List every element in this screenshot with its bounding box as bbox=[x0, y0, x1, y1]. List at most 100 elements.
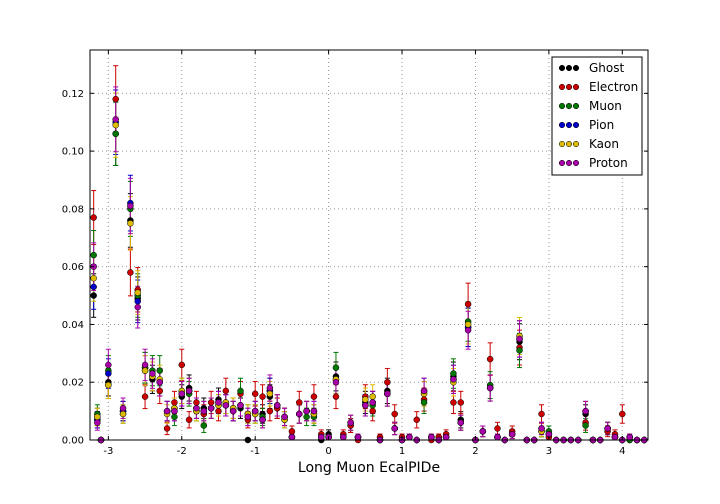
x-tick-label: 1 bbox=[399, 446, 405, 457]
x-axis-ticks: -3 -2 -1 0 1 2 3 4 bbox=[103, 50, 625, 457]
data-point-proton bbox=[237, 402, 244, 409]
data-point-muon bbox=[112, 130, 119, 138]
data-point-proton bbox=[244, 413, 252, 421]
legend-marker bbox=[565, 140, 573, 148]
data-point-kaon bbox=[119, 410, 127, 418]
data-point-electron bbox=[178, 361, 186, 369]
legend-marker bbox=[572, 64, 580, 72]
data-point-proton bbox=[516, 335, 523, 343]
y-tick-label: 0.04 bbox=[62, 320, 84, 331]
data-point-proton bbox=[163, 407, 171, 415]
y-tick-label: 0.10 bbox=[62, 147, 84, 158]
data-point-proton bbox=[391, 425, 398, 432]
data-point-proton bbox=[303, 407, 310, 415]
y-tick-label: 0.06 bbox=[62, 262, 84, 273]
data-point-proton bbox=[362, 402, 369, 409]
x-tick-label: 2 bbox=[472, 446, 478, 457]
data-point-muon bbox=[156, 367, 163, 374]
legend-marker bbox=[565, 64, 573, 72]
data-point-proton bbox=[185, 387, 193, 395]
x-tick-label: 4 bbox=[619, 446, 625, 457]
legend-label: Pion bbox=[589, 118, 614, 132]
data-point-proton bbox=[442, 433, 450, 441]
data-point-electron bbox=[619, 410, 626, 418]
legend-marker bbox=[558, 83, 566, 91]
legend: Ghost Electron Muon Pion Kaon Proton bbox=[551, 56, 643, 176]
data-point-muon bbox=[450, 370, 457, 377]
legend-marker bbox=[565, 159, 573, 167]
legend-marker bbox=[565, 102, 573, 110]
plot-frame bbox=[89, 49, 649, 441]
data-point-electron bbox=[112, 95, 119, 103]
data-point-proton bbox=[384, 390, 391, 398]
data-point-proton bbox=[156, 378, 163, 386]
data-point-pion bbox=[105, 370, 112, 377]
data-point-proton bbox=[486, 384, 494, 392]
x-tick-label: -3 bbox=[103, 446, 113, 457]
data-point-proton bbox=[464, 326, 472, 334]
data-point-proton bbox=[369, 399, 376, 406]
y-tick-label: 0.12 bbox=[62, 89, 84, 100]
data-point-proton bbox=[318, 433, 325, 441]
data-point-proton bbox=[273, 402, 281, 409]
data-point-electron bbox=[207, 399, 215, 406]
data-point-muon bbox=[171, 413, 178, 421]
data-point-proton bbox=[94, 419, 101, 426]
data-point-electron bbox=[156, 387, 163, 395]
data-point-kaon bbox=[362, 396, 369, 403]
data-point-electron bbox=[310, 393, 318, 400]
data-point-electron bbox=[457, 399, 465, 406]
data-point-kaon bbox=[369, 393, 376, 400]
data-point-proton bbox=[127, 202, 134, 210]
legend-marker bbox=[565, 83, 573, 91]
legend-marker bbox=[558, 102, 566, 110]
y-axis-ticks: 0.00 0.02 0.04 0.06 0.08 0.10 0.12 bbox=[62, 89, 648, 447]
legend-label: Electron bbox=[589, 80, 638, 94]
data-point-proton bbox=[215, 399, 222, 406]
data-point-proton bbox=[207, 404, 215, 412]
data-point-proton bbox=[494, 433, 501, 441]
data-point-electron bbox=[538, 410, 545, 418]
legend-marker bbox=[572, 159, 580, 167]
data-point-ghost bbox=[90, 292, 97, 299]
data-point-proton bbox=[420, 387, 428, 395]
data-point-proton bbox=[141, 361, 149, 369]
data-point-proton bbox=[229, 407, 237, 415]
data-point-kaon bbox=[112, 121, 119, 129]
data-point-kaon bbox=[90, 274, 97, 282]
data-point-electron bbox=[391, 410, 398, 418]
data-point-pion bbox=[134, 298, 141, 305]
data-point-proton bbox=[288, 433, 296, 441]
data-point-proton bbox=[457, 419, 465, 426]
data-point-electron bbox=[141, 393, 149, 400]
data-point-muon bbox=[237, 387, 244, 395]
data-point-electron bbox=[369, 407, 376, 415]
data-point-muon bbox=[200, 422, 208, 429]
data-point-proton bbox=[428, 433, 435, 441]
data-point-electron bbox=[332, 393, 340, 400]
data-point-proton bbox=[354, 433, 362, 441]
data-point-electron bbox=[413, 416, 420, 424]
data-point-kaon bbox=[141, 367, 149, 374]
data-point-proton bbox=[193, 404, 200, 412]
legend-marker bbox=[565, 121, 573, 129]
data-point-kaon bbox=[134, 289, 141, 296]
data-point-proton bbox=[251, 407, 259, 415]
data-point-electron bbox=[251, 390, 259, 398]
legend-label: Muon bbox=[589, 99, 622, 113]
y-tick-label: 0.02 bbox=[62, 378, 84, 389]
data-point-proton bbox=[340, 433, 347, 441]
legend-box bbox=[551, 56, 643, 176]
data-point-proton bbox=[406, 433, 413, 441]
data-point-proton bbox=[222, 402, 230, 409]
legend-marker bbox=[558, 121, 566, 129]
data-point-proton bbox=[347, 419, 354, 426]
data-point-kaon bbox=[94, 413, 101, 421]
data-point-muon bbox=[516, 347, 523, 354]
legend-label: Kaon bbox=[589, 137, 619, 151]
data-point-proton bbox=[479, 428, 487, 435]
data-point-pion bbox=[90, 283, 97, 291]
x-tick-label: 3 bbox=[546, 446, 552, 457]
data-point-proton bbox=[538, 425, 545, 432]
